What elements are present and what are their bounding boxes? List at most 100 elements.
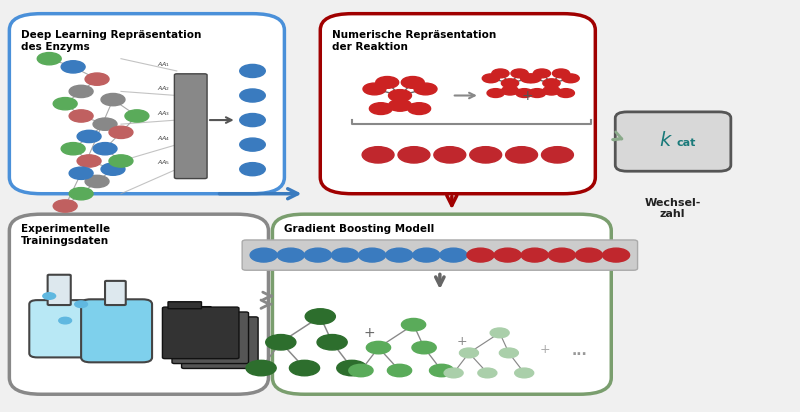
Circle shape (534, 69, 550, 78)
Circle shape (459, 348, 478, 358)
Circle shape (93, 118, 117, 130)
Circle shape (502, 79, 518, 88)
Circle shape (440, 248, 467, 262)
FancyBboxPatch shape (10, 14, 285, 194)
Circle shape (240, 114, 266, 126)
FancyBboxPatch shape (81, 299, 152, 362)
Circle shape (543, 86, 560, 95)
Circle shape (389, 99, 411, 111)
Text: $AA_4$: $AA_4$ (157, 133, 170, 143)
Circle shape (470, 147, 502, 163)
Circle shape (240, 64, 266, 77)
Circle shape (524, 74, 541, 83)
Circle shape (562, 74, 579, 83)
FancyBboxPatch shape (10, 214, 269, 394)
FancyBboxPatch shape (615, 112, 731, 171)
Circle shape (54, 98, 77, 110)
Circle shape (69, 187, 93, 200)
Circle shape (542, 147, 574, 163)
Circle shape (482, 74, 499, 83)
Circle shape (278, 248, 304, 262)
Text: Deep Learning Repräsentation
des Enzyms: Deep Learning Repräsentation des Enzyms (22, 30, 202, 52)
Circle shape (331, 248, 358, 262)
FancyBboxPatch shape (30, 300, 89, 358)
FancyBboxPatch shape (187, 311, 221, 318)
Circle shape (125, 110, 149, 122)
Circle shape (240, 138, 266, 151)
FancyBboxPatch shape (242, 240, 638, 270)
Circle shape (490, 328, 509, 338)
Text: $AA_5$: $AA_5$ (157, 158, 170, 167)
Circle shape (543, 79, 560, 88)
Circle shape (58, 317, 71, 324)
Circle shape (389, 90, 411, 101)
Circle shape (514, 368, 534, 378)
Circle shape (558, 89, 574, 98)
Circle shape (602, 248, 630, 262)
Circle shape (69, 110, 93, 122)
Circle shape (77, 130, 101, 143)
Circle shape (521, 74, 538, 83)
Circle shape (54, 200, 77, 212)
FancyBboxPatch shape (182, 317, 258, 368)
Text: +: + (364, 326, 375, 340)
Circle shape (240, 89, 266, 102)
Circle shape (521, 248, 548, 262)
Circle shape (349, 364, 373, 377)
Circle shape (304, 248, 331, 262)
Text: $k$: $k$ (658, 131, 673, 150)
Circle shape (414, 83, 437, 95)
Text: ...: ... (571, 344, 587, 358)
Text: Numerische Repräsentation
der Reaktion: Numerische Repräsentation der Reaktion (332, 30, 497, 52)
Circle shape (444, 368, 463, 378)
Circle shape (506, 147, 538, 163)
Circle shape (93, 143, 117, 155)
Circle shape (266, 335, 296, 350)
Circle shape (290, 360, 319, 376)
Circle shape (61, 143, 85, 155)
Circle shape (487, 89, 504, 98)
Circle shape (363, 83, 386, 95)
FancyBboxPatch shape (162, 307, 239, 358)
Circle shape (434, 147, 466, 163)
Circle shape (412, 342, 436, 354)
Text: +: + (457, 335, 467, 348)
Circle shape (413, 248, 440, 262)
FancyBboxPatch shape (174, 74, 207, 178)
Text: Gradient Boosting Modell: Gradient Boosting Modell (285, 225, 434, 234)
FancyBboxPatch shape (320, 14, 595, 194)
Circle shape (74, 301, 87, 307)
Text: cat: cat (677, 138, 696, 148)
FancyBboxPatch shape (273, 214, 611, 394)
FancyBboxPatch shape (48, 275, 70, 305)
Circle shape (575, 248, 602, 262)
Circle shape (69, 167, 93, 179)
Text: $AA_2$: $AA_2$ (157, 84, 170, 94)
Circle shape (317, 335, 347, 350)
Circle shape (499, 348, 518, 358)
Circle shape (246, 360, 276, 376)
Circle shape (398, 147, 430, 163)
Circle shape (430, 364, 454, 377)
Circle shape (467, 248, 494, 262)
Circle shape (358, 248, 386, 262)
Circle shape (109, 155, 133, 167)
Circle shape (548, 248, 575, 262)
FancyBboxPatch shape (172, 312, 249, 363)
Circle shape (250, 248, 278, 262)
Text: Wechsel-
zahl: Wechsel- zahl (645, 198, 701, 220)
Circle shape (101, 163, 125, 176)
FancyBboxPatch shape (105, 281, 126, 305)
Circle shape (337, 360, 367, 376)
Text: Experimentelle
Trainingsdaten: Experimentelle Trainingsdaten (22, 225, 110, 246)
Circle shape (529, 89, 546, 98)
Circle shape (553, 69, 570, 78)
Text: +: + (522, 89, 534, 103)
Circle shape (306, 309, 335, 324)
Circle shape (69, 85, 93, 98)
Circle shape (370, 103, 392, 115)
Circle shape (85, 176, 109, 187)
Circle shape (77, 155, 101, 167)
Circle shape (38, 53, 61, 65)
Circle shape (502, 86, 518, 95)
